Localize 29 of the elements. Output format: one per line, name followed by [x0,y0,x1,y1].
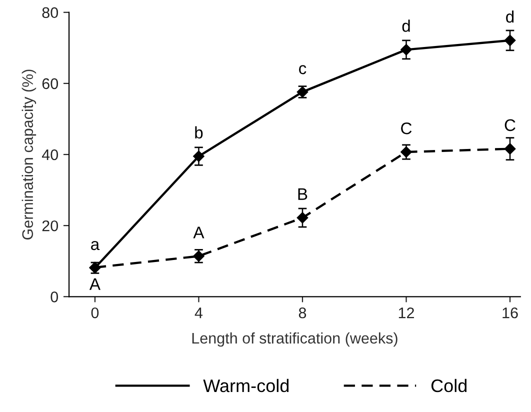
x-tick-label: 12 [398,307,414,318]
y-axis-title: Germination capacity (%) [22,70,36,240]
y-tick-label: 60 [42,78,58,90]
x-tick-label: 8 [298,307,306,318]
legend-label: Warm-cold [203,378,289,392]
annotation: C [504,119,516,132]
annotation: b [195,126,203,139]
point [504,143,516,154]
annotation: d [506,10,514,23]
legend-label: Cold [431,378,466,392]
x-tick-label: 0 [91,307,99,318]
x-tick-label: 16 [502,307,518,318]
point [400,44,412,56]
annotation: A [89,278,100,290]
y-tick-label: 80 [42,7,58,18]
x-axis-title: Length of stratification (weeks) [192,332,398,347]
y-tick-label: 0 [50,292,58,302]
point [193,150,204,162]
annotation: C [401,122,412,134]
annotation: d [402,20,410,32]
y-tick-label: 40 [42,149,58,160]
x-tick-label: 4 [194,308,203,318]
annotation: c [299,65,306,74]
point [504,34,516,46]
annotation: B [298,188,308,200]
y-tick-label: 20 [42,220,58,232]
point [296,212,308,224]
annotation: a [91,240,100,250]
annotation: A [193,226,204,238]
